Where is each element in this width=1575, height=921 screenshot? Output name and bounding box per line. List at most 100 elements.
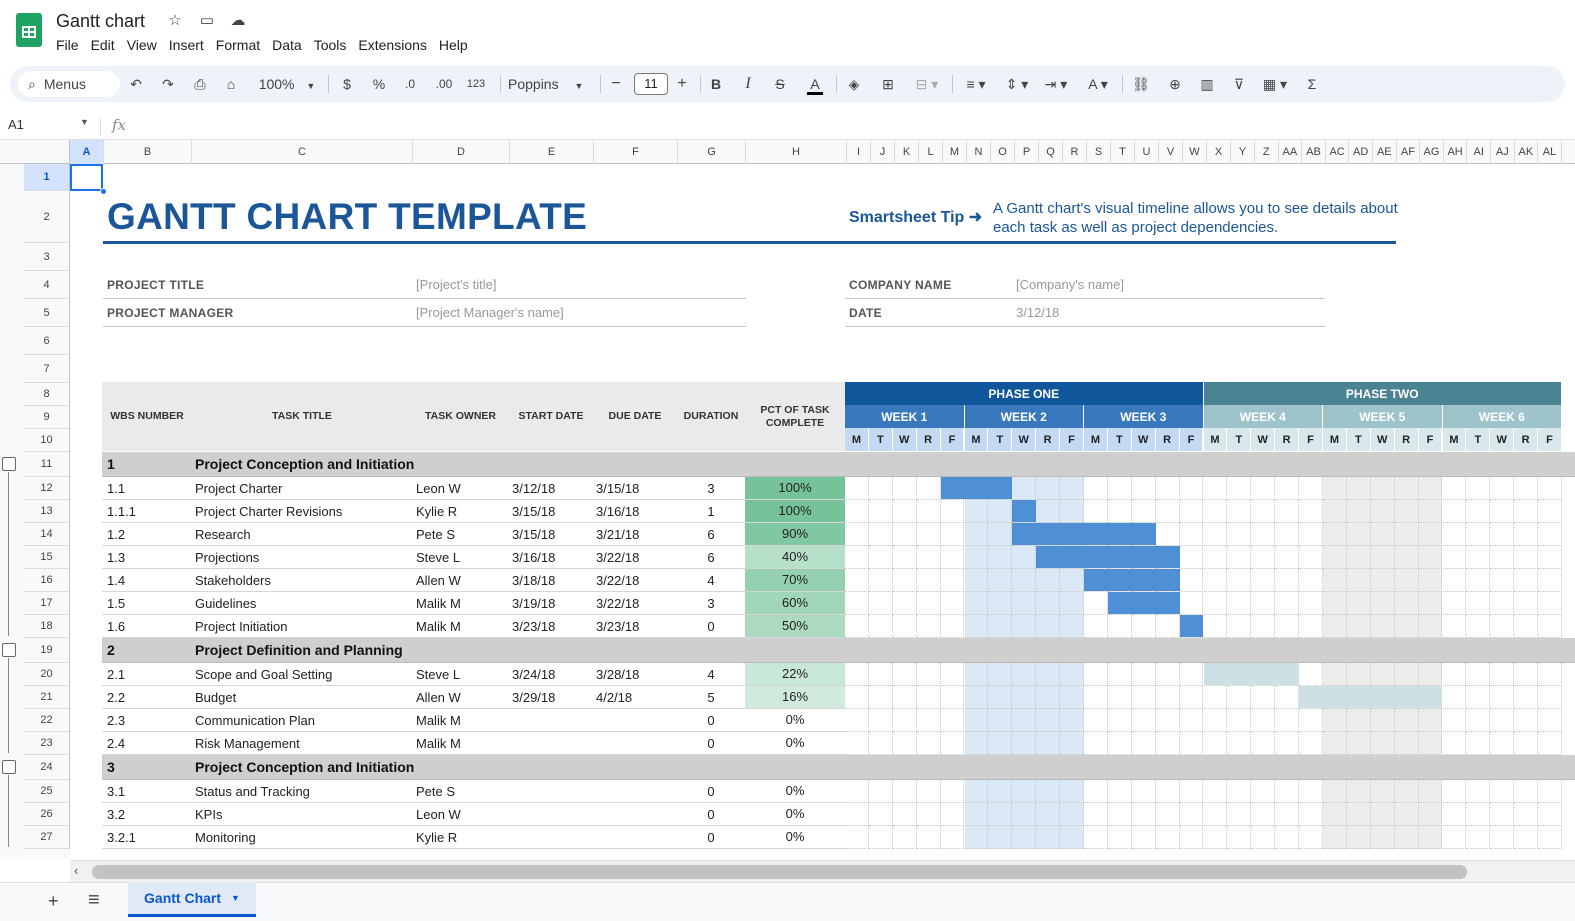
gantt-cell[interactable]: [1538, 615, 1562, 638]
gantt-cell[interactable]: [1131, 500, 1156, 523]
gantt-cell[interactable]: [1490, 569, 1515, 592]
insert-chart-icon[interactable]: ▥: [1200, 76, 1214, 92]
gantt-cell[interactable]: [1370, 569, 1395, 592]
cell-duration[interactable]: 0: [707, 830, 715, 845]
fill-color-icon[interactable]: ◈: [848, 76, 860, 92]
menu-insert[interactable]: Insert: [168, 37, 204, 53]
gantt-cell[interactable]: [1514, 826, 1539, 849]
gantt-cell[interactable]: [940, 546, 965, 569]
row-header-3[interactable]: 3: [24, 243, 70, 271]
gantt-cell[interactable]: [1179, 686, 1204, 709]
gantt-cell[interactable]: [1346, 569, 1371, 592]
gantt-cell[interactable]: [1299, 500, 1323, 523]
gantt-cell[interactable]: [1394, 709, 1419, 732]
gantt-cell[interactable]: [1012, 826, 1037, 849]
gantt-cell[interactable]: [1227, 709, 1252, 732]
gantt-cell[interactable]: [1490, 592, 1515, 615]
column-header-ae[interactable]: AE: [1373, 140, 1397, 164]
gantt-cell[interactable]: [988, 780, 1013, 803]
gantt-cell[interactable]: [1394, 826, 1419, 849]
gantt-cell[interactable]: [892, 592, 917, 615]
gantt-cell[interactable]: [1084, 732, 1108, 755]
gantt-cell[interactable]: [892, 500, 917, 523]
gantt-cell[interactable]: [892, 803, 917, 826]
cell-wbs[interactable]: 1.1.1: [107, 504, 136, 519]
gantt-cell[interactable]: [1036, 826, 1061, 849]
gantt-cell[interactable]: [1299, 546, 1323, 569]
gantt-cell[interactable]: [868, 826, 893, 849]
row-header-22[interactable]: 22: [24, 709, 70, 732]
cell-owner[interactable]: Malik M: [416, 736, 461, 751]
cell-task[interactable]: KPIs: [195, 807, 223, 822]
gantt-cell[interactable]: [1084, 686, 1108, 709]
gantt-cell[interactable]: [964, 780, 989, 803]
gantt-cell[interactable]: [916, 569, 941, 592]
gantt-cell[interactable]: [1179, 709, 1204, 732]
gantt-cell[interactable]: [1155, 477, 1180, 500]
font-select[interactable]: Poppins ▼: [508, 66, 588, 102]
gantt-cell[interactable]: [988, 709, 1013, 732]
gantt-bar[interactable]: [1299, 686, 1443, 708]
cell-owner[interactable]: Allen W: [416, 690, 461, 705]
gantt-cell[interactable]: [964, 803, 989, 826]
gantt-cell[interactable]: [1370, 709, 1395, 732]
cell-task[interactable]: Communication Plan: [195, 713, 315, 728]
cell-start[interactable]: 3/15/18: [512, 504, 556, 519]
gantt-cell[interactable]: [1346, 592, 1371, 615]
gantt-cell[interactable]: [1442, 523, 1467, 546]
gantt-cell[interactable]: [988, 803, 1013, 826]
gantt-cell[interactable]: [1394, 732, 1419, 755]
column-header-j[interactable]: J: [871, 140, 895, 164]
gantt-cell[interactable]: [1538, 803, 1562, 826]
gantt-cell[interactable]: [1084, 500, 1108, 523]
gantt-cell[interactable]: [916, 663, 941, 686]
gantt-cell[interactable]: [1203, 709, 1228, 732]
document-title[interactable]: Gantt chart: [56, 11, 146, 31]
row-header-1[interactable]: 1: [24, 164, 70, 191]
row-header-11[interactable]: 11: [24, 452, 70, 477]
gantt-cell[interactable]: [1084, 663, 1108, 686]
cell-owner[interactable]: Kylie R: [416, 830, 458, 845]
gantt-cell[interactable]: [1179, 546, 1204, 569]
gantt-cell[interactable]: [1490, 803, 1515, 826]
cell-pct-complete[interactable]: 50%: [745, 615, 845, 637]
gantt-cell[interactable]: [940, 732, 965, 755]
gantt-cell[interactable]: [1203, 686, 1228, 709]
gantt-cell[interactable]: [964, 826, 989, 849]
gantt-cell[interactable]: [868, 500, 893, 523]
strikethrough-button[interactable]: S: [775, 76, 785, 92]
gantt-cell[interactable]: [1275, 592, 1300, 615]
gantt-cell[interactable]: [1227, 477, 1252, 500]
row-header-4[interactable]: 4: [24, 271, 70, 299]
gantt-cell[interactable]: [1084, 826, 1108, 849]
gantt-cell[interactable]: [1179, 523, 1204, 546]
gantt-cell[interactable]: [964, 732, 989, 755]
gantt-cell[interactable]: [1323, 780, 1347, 803]
gantt-cell[interactable]: [1155, 780, 1180, 803]
gantt-cell[interactable]: [1203, 732, 1228, 755]
search-menus[interactable]: ⌕ Menus: [18, 71, 120, 97]
cell-duration[interactable]: 0: [707, 713, 715, 728]
gantt-cell[interactable]: [1251, 803, 1276, 826]
gantt-cell[interactable]: [1490, 615, 1515, 638]
gantt-cell[interactable]: [964, 592, 989, 615]
gantt-cell[interactable]: [1466, 663, 1491, 686]
gantt-cell[interactable]: [1036, 663, 1061, 686]
sheets-logo[interactable]: [16, 13, 42, 47]
gantt-cell[interactable]: [868, 592, 893, 615]
gantt-cell[interactable]: [1323, 826, 1347, 849]
gantt-cell[interactable]: [1275, 826, 1300, 849]
gantt-cell[interactable]: [916, 592, 941, 615]
gantt-cell[interactable]: [1394, 500, 1419, 523]
cell-wbs[interactable]: 1.1: [107, 481, 126, 496]
gantt-cell[interactable]: [1012, 592, 1037, 615]
column-header-q[interactable]: Q: [1039, 140, 1063, 164]
gantt-cell[interactable]: [1275, 732, 1300, 755]
italic-button[interactable]: I: [745, 75, 751, 92]
gantt-cell[interactable]: [1538, 686, 1562, 709]
gantt-cell[interactable]: [1442, 569, 1467, 592]
horizontal-align-icon[interactable]: ≡ ▾: [966, 76, 986, 92]
cell-pct-complete[interactable]: 70%: [745, 569, 845, 591]
gantt-cell[interactable]: [1466, 803, 1491, 826]
collapse-group-2-icon[interactable]: [2, 643, 16, 657]
